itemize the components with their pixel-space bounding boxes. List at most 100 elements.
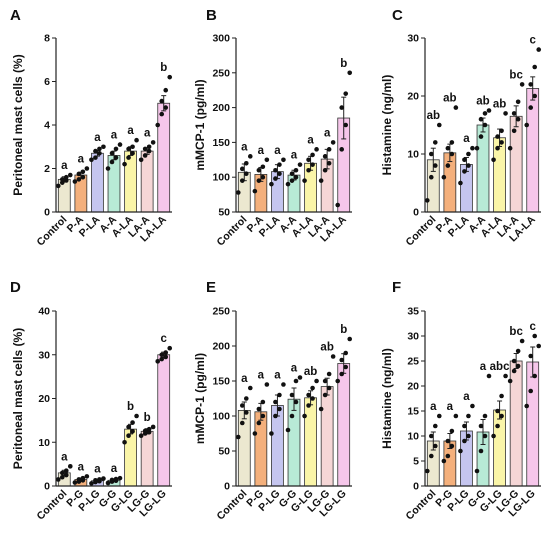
data-point	[273, 167, 278, 173]
data-point	[264, 382, 270, 387]
data-point	[499, 393, 504, 399]
data-point	[482, 433, 488, 439]
data-point	[163, 105, 169, 110]
data-point	[339, 105, 345, 110]
data-point	[478, 448, 484, 454]
panel-letter: B	[206, 7, 217, 24]
significance-label: a	[94, 464, 101, 476]
bar	[304, 397, 317, 487]
data-point	[163, 354, 169, 360]
data-point	[277, 392, 282, 398]
data-point	[511, 358, 517, 364]
data-point	[515, 348, 521, 354]
bar	[124, 150, 137, 213]
data-point	[335, 202, 341, 208]
significance-label: a	[447, 401, 454, 413]
significance-label: c	[530, 321, 537, 333]
significance-label: ab	[320, 342, 333, 354]
data-point	[235, 190, 241, 195]
y-tick-label: 200	[212, 341, 230, 353]
y-tick-label: 5	[413, 456, 419, 468]
data-point	[277, 406, 282, 412]
data-point	[306, 392, 311, 398]
data-point	[524, 122, 530, 128]
y-axis-label: mMCP-1 (pg/ml)	[193, 353, 207, 444]
data-point	[528, 82, 534, 87]
data-point	[93, 478, 98, 483]
significance-label: a	[78, 461, 85, 473]
y-axis-label: Peritoneal mast cells (%)	[11, 54, 25, 195]
data-point	[293, 167, 299, 173]
data-point	[495, 408, 500, 414]
y-tick-label: 250	[212, 306, 230, 318]
data-point	[458, 180, 463, 186]
significance-label: a	[258, 370, 265, 382]
data-point	[339, 147, 345, 152]
data-point	[432, 443, 438, 449]
data-point	[322, 378, 328, 384]
data-point	[163, 350, 169, 355]
y-tick-label: 0	[44, 207, 50, 219]
data-point	[155, 359, 161, 364]
data-point	[273, 399, 278, 405]
data-point	[256, 406, 262, 412]
data-point	[239, 178, 245, 183]
data-point	[155, 122, 161, 128]
data-point	[466, 163, 471, 168]
data-point	[343, 122, 349, 128]
data-point	[80, 475, 86, 481]
data-point	[474, 468, 480, 474]
y-tick-label: 20	[407, 91, 419, 103]
data-point	[486, 373, 492, 379]
data-point	[449, 443, 455, 449]
data-point	[59, 470, 65, 476]
data-point	[343, 350, 349, 356]
data-point	[515, 99, 521, 105]
data-point	[462, 157, 467, 163]
data-point	[528, 353, 534, 359]
significance-label: ab	[476, 96, 489, 108]
data-point	[445, 145, 451, 151]
significance-label: a	[291, 363, 298, 375]
data-point	[281, 157, 286, 163]
data-point	[466, 433, 471, 439]
data-point	[59, 177, 65, 182]
data-point	[482, 111, 488, 116]
data-point	[63, 468, 69, 473]
data-point	[105, 480, 111, 486]
data-point	[260, 164, 266, 170]
y-tick-label: 200	[212, 102, 230, 114]
significance-label: a	[463, 133, 470, 145]
data-point	[146, 144, 152, 150]
bar	[124, 428, 137, 487]
data-point	[314, 147, 319, 152]
data-point	[130, 420, 135, 425]
category-label: Control	[404, 488, 439, 523]
significance-label: a	[144, 127, 151, 139]
data-point	[256, 178, 262, 183]
data-point	[269, 431, 274, 436]
data-point	[314, 378, 319, 384]
significance-label: a	[127, 125, 134, 137]
significance-label: c	[161, 333, 168, 345]
data-point	[511, 111, 517, 116]
data-point	[453, 105, 459, 110]
data-point	[134, 413, 139, 419]
significance-label: a	[480, 361, 487, 373]
category-label: Control	[35, 214, 70, 249]
y-tick-label: 150	[212, 137, 230, 149]
data-point	[478, 423, 484, 429]
data-point	[343, 364, 349, 370]
y-tick-label: 25	[407, 356, 419, 368]
data-point	[297, 162, 303, 167]
data-point	[428, 433, 434, 439]
y-tick-label: 50	[218, 446, 230, 458]
data-point	[511, 368, 517, 374]
y-tick-label: 2	[44, 163, 50, 175]
data-point	[436, 122, 442, 128]
significance-label: a	[307, 134, 314, 146]
data-point	[269, 181, 274, 187]
y-tick-label: 100	[212, 172, 230, 184]
data-point	[105, 166, 111, 171]
